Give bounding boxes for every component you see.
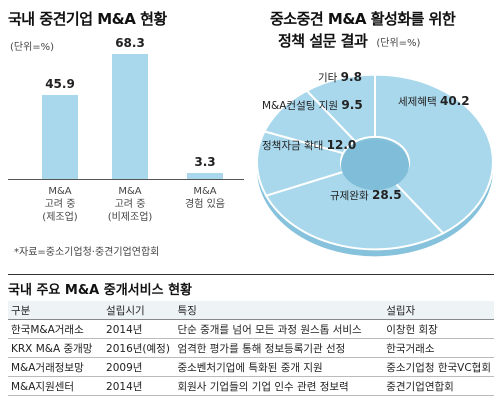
pie-chart-unit: (단위=%) (376, 38, 421, 49)
table-row: M&A지원센터 2014년 회원사 기업들의 기업 인수 관련 정보력 중견기업… (8, 376, 494, 396)
bar (187, 172, 223, 179)
donut-slice-label: 규제완화 28.5 (330, 188, 402, 203)
bar-category-label: M&A 고려 중 (비제조업) (107, 186, 153, 223)
table-cell: 중소기업청 한국VC협회 (383, 357, 494, 377)
donut-slice-value: 28.5 (371, 188, 402, 202)
donut-slice-name: 규제완화 (330, 190, 372, 202)
donut-slice-name: 세제혜택 (398, 96, 440, 108)
donut-slice-value: 9.8 (340, 70, 362, 84)
table-row: KRX M&A 중개망 2016년(예정) 엄격한 평가를 통해 정보등록기관 … (8, 338, 494, 358)
donut-hole (341, 139, 409, 191)
donut-slice-name: 기타 (318, 72, 341, 84)
bar-chart-source: *자료=중소기업청·중견기업연합회 (14, 247, 160, 258)
donut-slice-value: 12.0 (326, 138, 357, 152)
donut-slice-name: 정책자금 확대 (262, 140, 327, 152)
table-header-cell: 구분 (8, 301, 104, 320)
table-cell: KRX M&A 중개망 (8, 338, 104, 358)
mna-service-table: 구분 설립시기 특징 설립자 한국M&A거래소 2014년 단순 중개를 넘어 … (8, 301, 494, 396)
donut-slice-label: 기타 9.8 (318, 70, 362, 85)
bar (42, 95, 78, 179)
table-row: M&A거래정보망 2009년 중소벤처기업에 특화된 중개 지원 중소기업청 한… (8, 357, 494, 377)
table-cell: 2014년 (103, 376, 175, 396)
donut-slice (374, 73, 494, 235)
bar (112, 54, 148, 179)
donut-slice-value: 9.5 (341, 98, 363, 112)
table-header-cell: 특징 (174, 301, 384, 320)
pie-chart-title-row: 정책 설문 결과 (단위=%) (278, 30, 420, 51)
table-cell: 단순 중개를 넘어 모든 과정 원스톱 서비스 (174, 319, 384, 339)
donut-slice-label: 정책자금 확대 12.0 (262, 138, 356, 153)
table-cell: M&A거래정보망 (8, 357, 104, 377)
donut-slice-value: 40.2 (439, 94, 470, 108)
donut-slice-label: M&A컨설팅 지원 9.5 (262, 98, 363, 113)
table-cell: 2014년 (103, 319, 175, 339)
table-cell: 한국M&A거래소 (8, 319, 104, 339)
donut-slice (305, 73, 376, 143)
table-cell: 이창헌 회장 (383, 319, 494, 339)
bar-value-label: 68.3 (115, 36, 145, 51)
bar-category-label: M&A 경험 있음 (185, 186, 225, 210)
table-cell: 중소벤처기업에 특화된 중개 지원 (174, 357, 384, 377)
table-top-rule (8, 274, 494, 275)
table-title: 국내 주요 M&A 중개서비스 현황 (8, 283, 192, 298)
table-header-cell: 설립자 (383, 301, 494, 320)
table-header-cell: 설립시기 (103, 301, 175, 320)
table-cell: 2016년(예정) (103, 338, 175, 358)
donut-slice-label: 세제혜택 40.2 (398, 94, 470, 109)
bar-chart-unit: (단위=%) (10, 42, 55, 53)
table-row: 한국M&A거래소 2014년 단순 중개를 넘어 모든 과정 원스톱 서비스 이… (8, 319, 494, 339)
table-cell: 중견기업연합회 (383, 376, 494, 396)
donut-chart (256, 73, 494, 257)
table-cell: 2009년 (103, 357, 175, 377)
table-cell: M&A지원센터 (8, 376, 104, 396)
bar-category-label: M&A 고려 중 (제조업) (42, 186, 78, 223)
pie-chart-title-line1: 중소중견 M&A 활성화를 위한 (270, 10, 456, 28)
bar-chart-baseline (8, 179, 244, 180)
table-header-row: 구분 설립시기 특징 설립자 (8, 301, 494, 320)
pie-chart-title-line2: 정책 설문 결과 (278, 32, 368, 50)
bar-value-label: 3.3 (194, 154, 216, 169)
bar-value-label: 45.9 (45, 77, 75, 92)
table-cell: 엄격한 평가를 통해 정보등록기관 선정 (174, 338, 384, 358)
table-cell: 한국거래소 (383, 338, 494, 358)
bar-chart: 45.9 M&A 고려 중 (제조업) 68.3 M&A 고려 중 (비제조업) 3.3… (0, 0, 250, 260)
bar-chart-title: 국내 중견기업 M&A 현황 (8, 10, 167, 28)
table-cell: 회원사 기업들의 기업 인수 관련 정보력 (174, 376, 384, 396)
donut-slice-name: M&A컨설팅 지원 (262, 100, 342, 112)
